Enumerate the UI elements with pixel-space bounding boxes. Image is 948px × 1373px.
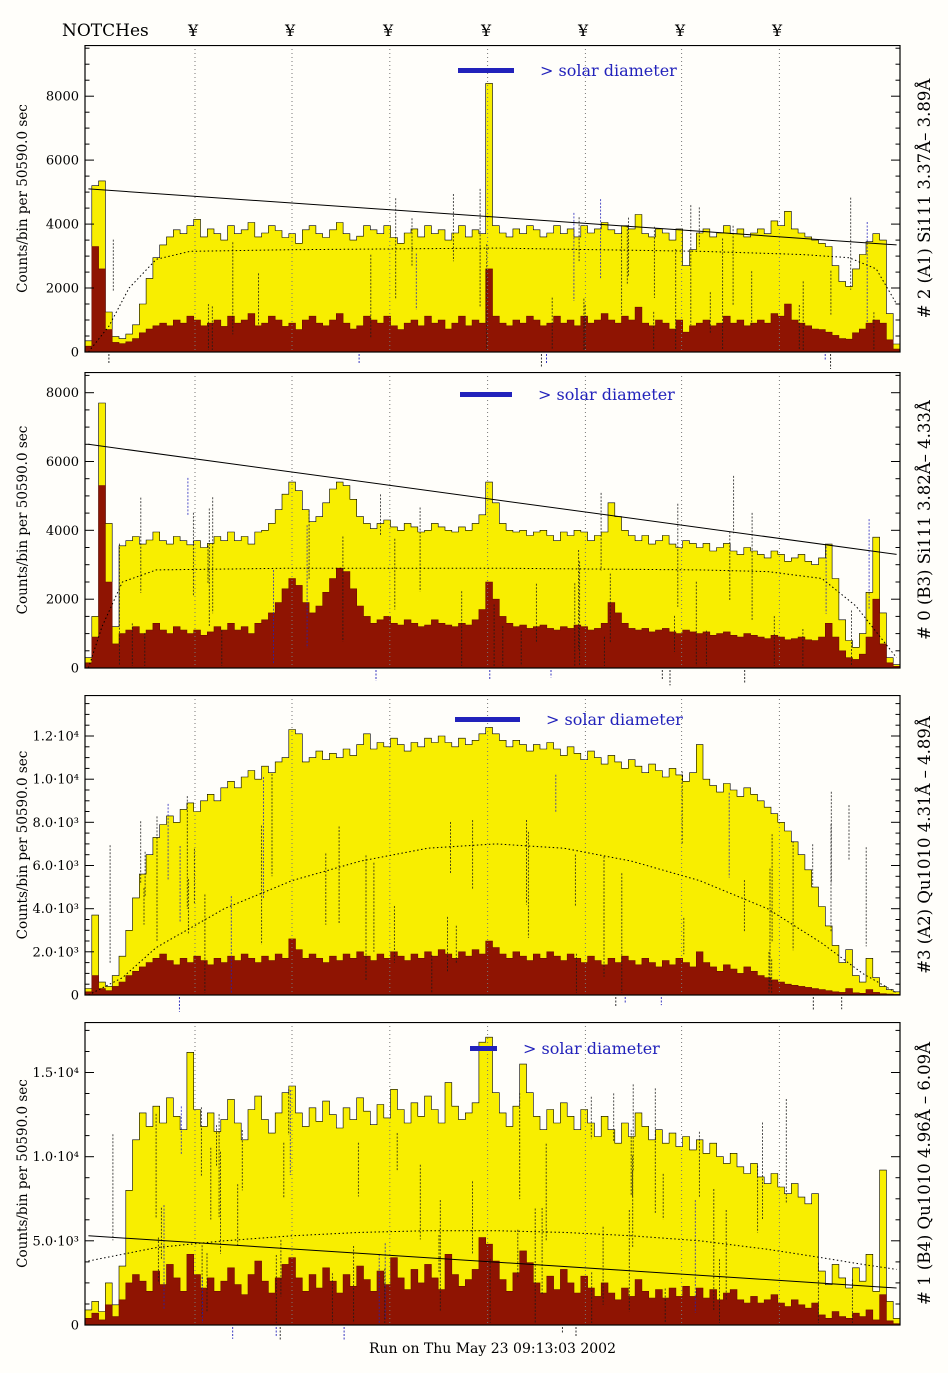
panel-1-chart: 0 2000 4000 6000 8000 > solar diameter Counts/… bbox=[15, 45, 934, 369]
notch-symbol: ¥ bbox=[383, 21, 394, 40]
y-tick-label: 8000 bbox=[46, 386, 79, 401]
yellow-histogram bbox=[84, 1036, 901, 1326]
solar-diameter-label: > solar diameter bbox=[546, 710, 683, 729]
solar-diameter-bar bbox=[470, 1046, 497, 1051]
dotted-envelope bbox=[88, 247, 898, 353]
plot-frame bbox=[84, 1022, 901, 1326]
y-tick-label: 4.0·10³ bbox=[32, 902, 79, 917]
y-tick-label: 0 bbox=[71, 989, 79, 1004]
dotted-envelope bbox=[87, 567, 897, 669]
notch-symbol: ¥ bbox=[481, 21, 492, 40]
notch-symbol: ¥ bbox=[772, 21, 783, 40]
notch-symbol: ¥ bbox=[675, 21, 686, 40]
y-axis-label: Counts/bin per 50590.0 sec bbox=[15, 104, 31, 293]
plot-frame bbox=[84, 372, 901, 669]
y-axis-label: Counts/bin per 50590.0 sec bbox=[15, 1079, 31, 1268]
y-tick-label: 0 bbox=[71, 1319, 79, 1334]
y-tick-label: 4000 bbox=[46, 218, 79, 233]
panel-4-chart: 0 5.0·10³ 1.0·10⁴ 1.5·10⁴ > solar diameter Co… bbox=[15, 1022, 934, 1341]
solar-diameter-bar bbox=[460, 392, 512, 397]
channel-label: # 0 (B3) Si111 3.82Å– 4.33Å bbox=[914, 399, 934, 640]
run-timestamp: Run on Thu May 23 09:13:03 2002 bbox=[368, 1341, 616, 1357]
y-tick-label: 8000 bbox=[46, 90, 79, 105]
yellow-histogram bbox=[84, 83, 901, 353]
solar-diameter-label: > solar diameter bbox=[540, 61, 677, 80]
y-axis-label: Counts/bin per 50590.0 sec bbox=[15, 751, 31, 940]
drift-line bbox=[88, 188, 897, 246]
y-tick-label: 6000 bbox=[46, 154, 79, 169]
drift-line bbox=[88, 443, 897, 555]
y-tick-label: 6000 bbox=[46, 455, 79, 470]
plot-frame bbox=[84, 695, 901, 996]
y-tick-label: 1.5·10⁴ bbox=[32, 1066, 79, 1081]
red-histogram bbox=[84, 246, 901, 353]
y-tick-label: 2.0·10³ bbox=[32, 945, 79, 960]
y-tick-label: 2000 bbox=[46, 282, 79, 297]
y-tick-label: 8.0·10³ bbox=[32, 816, 79, 831]
y-tick-label: 6.0·10³ bbox=[32, 859, 79, 874]
notch-symbol: ¥ bbox=[285, 21, 296, 40]
dotted-envelope bbox=[88, 1230, 897, 1270]
solar-diameter-label: > solar diameter bbox=[538, 385, 675, 404]
solar-diameter-label: > solar diameter bbox=[523, 1039, 660, 1058]
y-tick-label: 2000 bbox=[46, 593, 79, 608]
channel-label: # 2 (A1) Si111 3.37Å– 3.89Å bbox=[914, 78, 934, 319]
panel-2-chart: 0 2000 4000 6000 8000 > solar diameter Counts/… bbox=[15, 372, 934, 686]
notch-symbol: ¥ bbox=[578, 21, 589, 40]
channel-label: #3 (A2) Qu1010 4.31Å – 4.89Å bbox=[914, 715, 934, 974]
solar-diameter-bar bbox=[458, 68, 514, 73]
y-tick-label: 4000 bbox=[46, 524, 79, 539]
y-tick-label: 1.0·10⁴ bbox=[32, 1150, 79, 1165]
solar-diameter-bar bbox=[455, 717, 520, 722]
channel-label: # 1 (B4) Qu1010 4.96Å – 6.09Å bbox=[914, 1041, 934, 1305]
y-tick-label: 1.2·10⁴ bbox=[32, 730, 79, 745]
y-tick-label: 5.0·10³ bbox=[32, 1234, 79, 1249]
red-histogram bbox=[84, 485, 901, 669]
notches-title: NOTCHes bbox=[62, 21, 149, 41]
y-tick-label: 0 bbox=[71, 662, 79, 677]
y-tick-label: 0 bbox=[71, 346, 79, 361]
plot-frame bbox=[84, 45, 901, 353]
notch-symbol: ¥ bbox=[188, 21, 199, 40]
drift-line bbox=[88, 1235, 897, 1289]
y-axis-label: Counts/bin per 50590.0 sec bbox=[15, 426, 31, 615]
y-tick-label: 1.0·10⁴ bbox=[32, 773, 79, 788]
yellow-histogram bbox=[84, 727, 901, 996]
red-histogram bbox=[84, 1237, 901, 1326]
panel-3-chart: 0 2.0·10³ 4.0·10³ 6.0·10³ 8.0·10³ 1.0·10⁴ 1.2·… bbox=[15, 695, 934, 1012]
